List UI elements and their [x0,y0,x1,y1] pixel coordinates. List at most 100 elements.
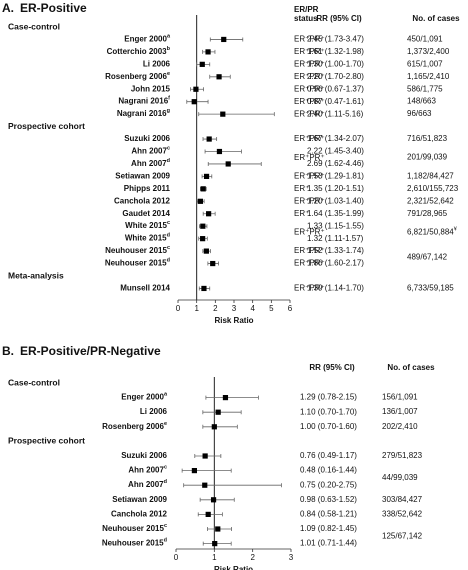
cases-text: 303/84,427 [382,495,423,504]
cases: 2,321/52,642 [407,196,454,205]
cases-text: 136/1,007 [382,407,418,416]
study-name: White 2015d [125,233,170,243]
status-header: ER/PR [294,5,319,14]
cases-text: 338/52,642 [382,510,423,519]
study-name: Suzuki 2006 [121,451,167,460]
cases-text: 6,821/50,884 [407,228,454,237]
cases: 1,165/2,410 [407,72,450,81]
estimate-marker [203,173,210,179]
study-name: Neuhouser 2015c [105,246,170,256]
x-axis-label: Risk Ratio [214,565,253,570]
estimate-marker [215,526,221,532]
study-name: Gaudet 2014 [122,209,170,218]
study-name-text: Suzuki 2006 [121,451,167,460]
rr-label: 0.87 (0.47-1.61) [307,97,364,106]
estimate-marker [210,260,216,267]
status: ER⁺PR⁺ [294,109,325,118]
estimate-marker [210,497,217,503]
rr-label: 1.53 (1.29-1.81) [307,172,364,181]
study-name: Nagrani 2016f [118,96,170,106]
confidence-interval [205,395,259,400]
x-tick-label: 2 [250,553,255,562]
cases: 338/52,642 [382,510,423,519]
study-name-text: Enger 2000 [121,393,164,402]
panel-title: B. ER-Positive/PR-Negative [2,344,161,358]
cases-text: 201/99,039 [407,153,448,162]
study-superscript: a [164,392,168,398]
estimate-marker [225,161,231,167]
panel-title-text: ER-Positive [20,1,87,15]
cases-text: 586/1,775 [407,84,443,93]
rr-label: 0.76 (0.49-1.17) [300,451,357,460]
study-name: White 2015c [125,221,170,231]
study-superscript: f [168,96,170,102]
study-name: John 2015 [131,84,171,93]
rr-label: 1.33 (1.15-1.55) [307,221,364,230]
study-name-text: White 2015 [125,234,167,243]
study-name: Ahn 2007d [128,480,167,490]
rr-label: 2.45 (1.73-3.47) [307,35,364,44]
cases: 615/1,007 [407,59,443,68]
study-name: Rosenberg 2006e [105,71,170,81]
study-name-text: Li 2006 [143,59,171,68]
estimate-marker [205,49,211,55]
x-tick-label: 0 [174,553,179,562]
cases: 1,182/84,427 [407,172,454,181]
study-name-text: Setiawan 2009 [112,495,167,504]
cases-text: 489/67,142 [407,252,448,261]
study-superscript: c [167,221,170,227]
estimate-marker [200,236,206,242]
confidence-interval [194,454,222,458]
study-name: Rosenberg 2006e [102,421,167,431]
study-name: Li 2006 [140,407,168,416]
cases-text: 615/1,007 [407,59,443,68]
rr-label: 1.20 (1.03-1.40) [307,196,364,205]
panel-title: A. ER-Positive [2,1,87,15]
study-name-text: Cotterchio 2003 [107,47,168,56]
estimate-marker [211,424,217,430]
cases: 6,821/50,884¥ [407,227,458,237]
status-header: status [294,14,318,23]
status: ER⁺PR⁺ [294,72,325,81]
study-name: Setiawan 2009 [115,172,170,181]
cases: 6,733/59,185 [407,284,454,293]
x-tick-label: 5 [269,304,274,313]
rr-label: 2.69 (1.62-4.46) [307,159,364,168]
study-name: Ahn 2007d [131,158,170,168]
cases-text: 791/28,965 [407,209,448,218]
status: ER⁺PR⁺ [294,84,325,93]
rr-label: 0.96 (0.67-1.37) [307,84,364,93]
x-tick-label: 3 [232,304,237,313]
study-superscript: e [164,421,167,427]
cases-text: 2,321/52,642 [407,196,454,205]
study-name: Phipps 2011 [124,184,171,193]
cases-text: 450/1,091 [407,35,443,44]
estimate-marker [191,468,197,474]
cases-text: 2,610/155,723 [407,184,459,193]
rr-label: 1.35 (1.20-1.51) [307,184,364,193]
estimate-marker [215,409,221,415]
confidence-interval [199,497,235,502]
cases: 450/1,091 [407,35,443,44]
estimate-marker [220,111,226,117]
cases: 2,610/155,723 [407,184,459,193]
study-name-text: Neuhouser 2015 [102,524,164,533]
confidence-interval [183,483,282,488]
cases-text: 1,165/2,410 [407,72,450,81]
study-name: Enger 2000a [124,34,171,44]
estimate-marker [205,511,211,517]
cases-text: 125/67,142 [382,531,423,540]
estimate-marker [197,198,203,204]
study-name-text: Nagrani 2016 [118,97,168,106]
study-superscript: c [164,523,167,529]
cases: 201/99,039 [407,153,448,162]
x-axis-label: Risk Ratio [214,316,253,325]
cases-text: 1,182/84,427 [407,172,454,181]
rr-label: 0.84 (0.58-1.21) [300,510,357,519]
cases: 489/67,142 [407,252,448,261]
status: ER⁺PR⁺ [294,35,325,44]
rr-label: 1.86 (1.60-2.17) [307,259,364,268]
study-name-text: Canchola 2012 [111,510,168,519]
panel-label: B. [2,344,14,358]
